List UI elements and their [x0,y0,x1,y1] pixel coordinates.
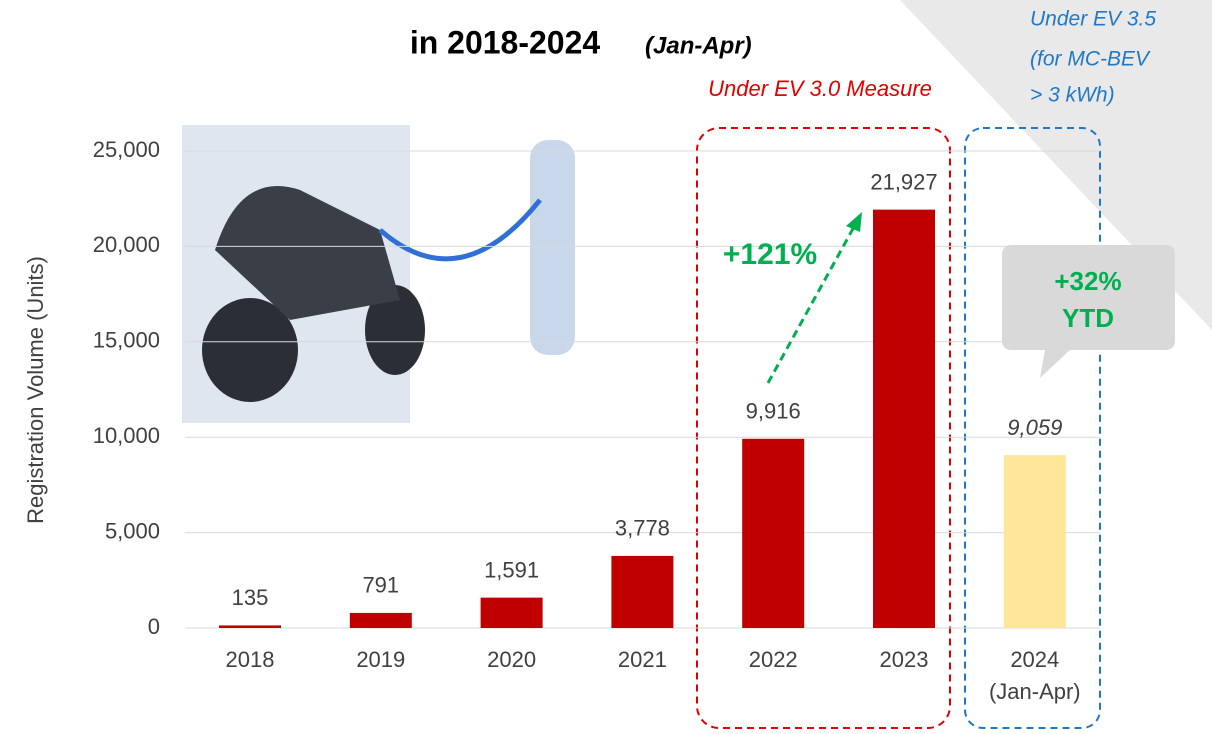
motorcycle-image [182,125,575,423]
x-tick-label: 2022 [749,647,798,672]
ev35-annotation: > 3 kWh) [1030,84,1115,107]
y-tick-label: 15,000 [93,328,160,353]
bar [349,612,412,628]
chart-title-period: (Jan-Apr) [645,32,752,59]
data-label: 21,927 [870,169,937,194]
x-tick-label: 2019 [356,647,405,672]
ev30-box [696,127,951,729]
data-label: 3,778 [615,516,670,541]
data-label: 1,591 [484,557,539,582]
ev35-box [964,127,1101,729]
bar [873,209,935,628]
x-tick-label: 2021 [618,647,667,672]
bar [219,625,281,628]
bar [611,555,674,628]
x-tick-label: 2020 [487,647,536,672]
bar [1003,455,1066,628]
bar [742,438,805,628]
x-tick-label: 2023 [880,647,929,672]
ytd-callout [1002,245,1175,378]
ev30-annotation: Under EV 3.0 Measure [708,76,932,101]
ytd-annotation: YTD [1062,303,1114,333]
y-tick-label: 5,000 [105,518,160,543]
y-tick-label: 10,000 [93,423,160,448]
data-label: 791 [362,573,399,598]
data-label: 9,916 [746,399,801,424]
y-axis-title: Registration Volume (Units) [23,256,48,524]
x-tick-label: 2024 (Jan-Apr) [989,647,1081,704]
bar [480,597,543,628]
plot-area: 0 5,000 10,000 15,000 20,000 25,000 2018 135 201… [93,137,1100,704]
growth-annotation: +121% [723,238,817,271]
ytd-annotation: +32% [1054,266,1121,296]
ev35-annotation: Under EV 3.5 [1030,8,1156,31]
data-label: 135 [232,585,269,610]
chart-title: in 2018-2024 [410,24,601,60]
y-tick-label: 25,000 [93,137,160,162]
growth-arrow [766,224,857,384]
y-tick-label: 0 [148,614,160,639]
ev35-annotation: (for MC-BEV [1030,48,1151,71]
y-tick-label: 20,000 [93,232,160,257]
x-tick-label: 2018 [226,647,275,672]
growth-arrowhead [846,212,862,232]
data-label: 9,059 [1007,415,1062,440]
